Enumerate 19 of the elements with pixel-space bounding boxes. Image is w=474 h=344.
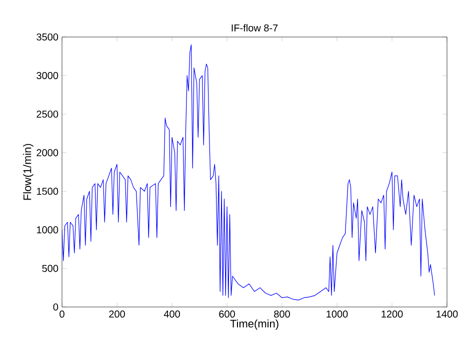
y-tick-label: 500 [42, 264, 58, 272]
y-tick-label: 2000 [36, 149, 58, 156]
y-tick-label: 3000 [36, 72, 58, 80]
x-tick-label: 1200 [382, 310, 403, 318]
y-tick-label: 2500 [36, 110, 58, 118]
x-axis-title: Time(min) [230, 319, 278, 330]
y-tick-label: 3500 [36, 33, 58, 41]
y-tick-label: 1500 [36, 188, 58, 195]
x-tick-label: 800 [274, 310, 290, 318]
y-axis-title: Flow(1/min) [23, 144, 34, 200]
x-tick-label: 0 [60, 310, 64, 318]
chart-title: IF-flow 8-7 [232, 24, 278, 32]
y-tick-label: 1000 [36, 226, 58, 234]
x-tick-label: 1400 [436, 310, 458, 318]
x-tick-label: 600 [219, 310, 235, 318]
x-tick-label: 200 [109, 310, 125, 318]
y-tick-label: 0 [53, 303, 58, 311]
x-tick-label: 1000 [326, 310, 348, 318]
x-tick-label: 400 [164, 310, 180, 318]
